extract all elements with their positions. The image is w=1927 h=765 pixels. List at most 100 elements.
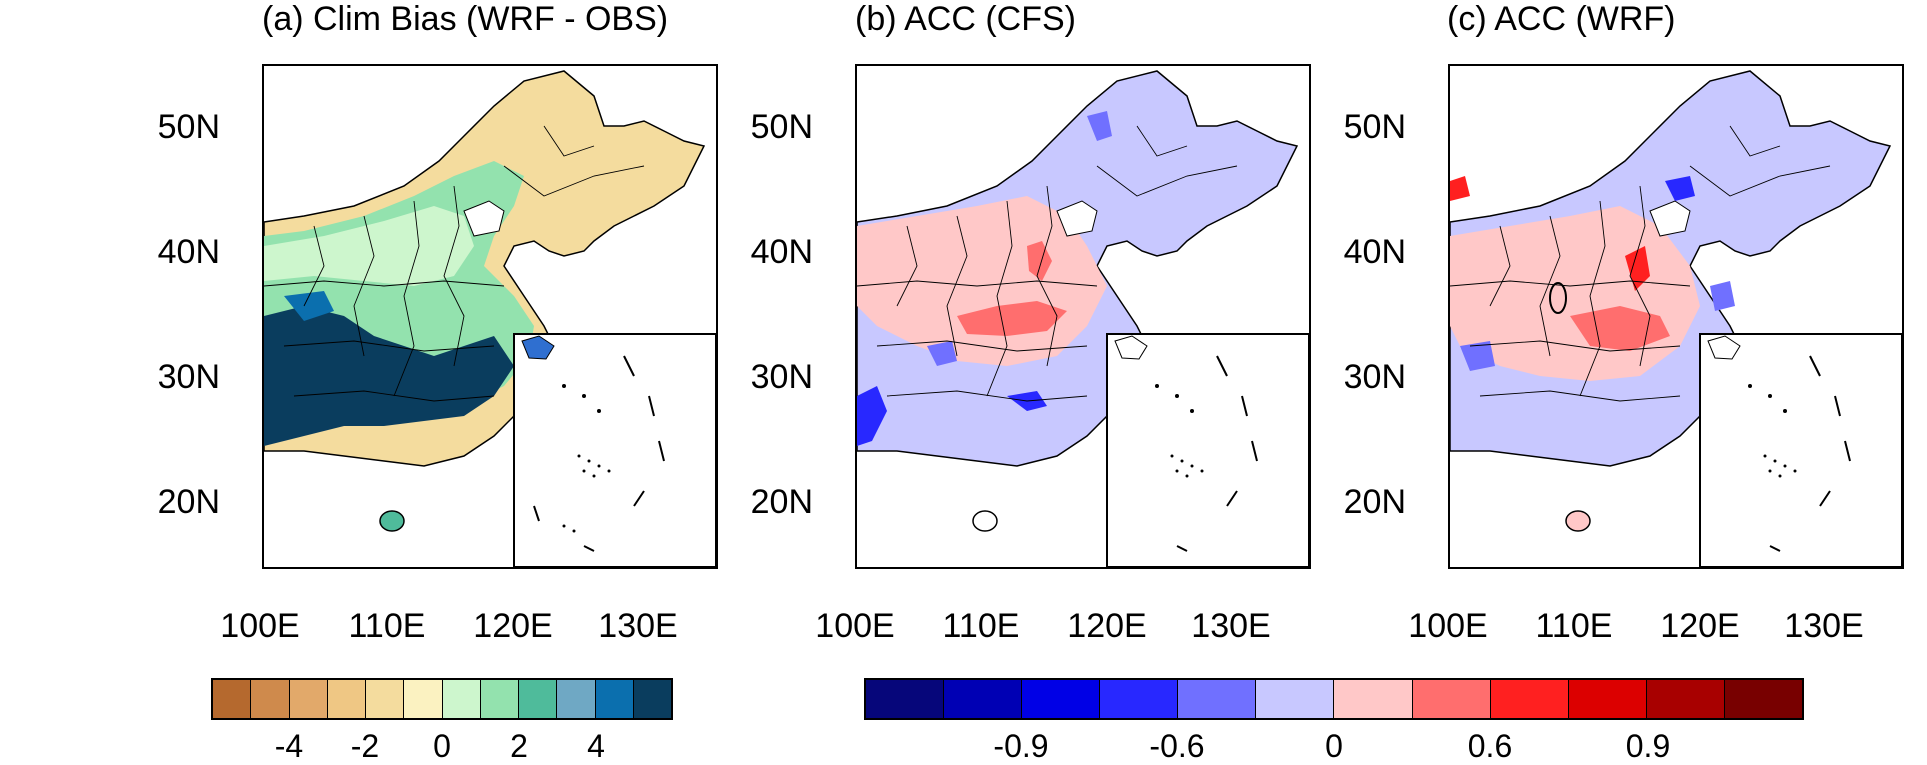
lon-label-110e: 110E [942,607,1020,645]
colorbar-bias-label: -2 [350,728,380,764]
nine-dash-line [1769,355,1851,552]
inset-coast [1114,335,1148,360]
colorbar-swatch [1178,680,1257,718]
bias-strong-positive [264,306,514,446]
lat-label-20n: 20N [750,483,813,521]
colorbar-swatch [633,680,671,718]
bohai-sea [463,200,505,237]
colorbar-bias-label: 4 [587,728,605,764]
lon-label-100e: 100E [220,607,300,645]
acc-negative-light [927,341,957,366]
lon-label-130e: 130E [598,607,678,645]
panel-b-title: (b) ACC (CFS) [855,0,1076,38]
colorbar-acc-label: 0.6 [1467,728,1513,764]
lon-label-100e: 100E [1408,607,1488,645]
bias-mid-blue [284,291,334,321]
colorbar-swatch [327,680,366,718]
colorbar-swatch [442,680,481,718]
province-boundaries [264,125,645,402]
colorbar-swatch [251,680,290,718]
colorbar-swatch [480,680,519,718]
colorbar-bias-label: 2 [510,728,528,764]
acc-negative-ne [1665,176,1695,201]
map-c-svg [1450,70,1902,567]
lon-label-120e: 120E [473,607,553,645]
colorbar-swatch [519,680,558,718]
acc-negative-mid [1710,281,1735,311]
hainan-island [379,510,405,532]
colorbar-bias-label: 0 [433,728,451,764]
lat-label-30n: 30N [157,358,220,396]
panel-a-title: (a) Clim Bias (WRF - OBS) [262,0,669,38]
inset-south-china-sea [1699,333,1902,567]
acc-negative-light [1460,341,1495,371]
inset-south-china-sea [513,333,716,567]
colorbar-bias [211,678,673,720]
lat-label-40n: 40N [157,233,220,271]
lat-label-50n: 50N [157,108,220,146]
colorbar-swatch [366,680,405,718]
acc-positive-strong-2 [1027,241,1052,281]
panel-c-title: (c) ACC (WRF) [1447,0,1676,38]
lat-label-40n: 40N [750,233,813,271]
nine-dash-line [1176,355,1258,552]
lon-label-130e: 130E [1191,607,1271,645]
colorbar-swatch [1334,680,1413,718]
inset-coast [521,335,555,360]
colorbar-swatch [404,680,443,718]
colorbar-swatch [1256,680,1335,718]
map-panel-a [262,64,718,569]
colorbar-swatch [1724,680,1802,718]
acc-positive-strong-2 [1625,246,1650,291]
lon-label-120e: 120E [1067,607,1147,645]
bias-light-green [264,206,474,286]
map-panel-b [855,64,1311,569]
colorbar-swatch [595,680,634,718]
colorbar-acc-label: -0.6 [1149,728,1205,764]
bohai-sea [1649,200,1691,237]
colorbar-swatch [866,680,945,718]
inset-islands [1155,384,1204,478]
colorbar-swatch [1490,680,1569,718]
acc-negative-ne [1087,111,1112,141]
lon-label-130e: 130E [1784,607,1864,645]
colorbar-acc [864,678,1804,720]
map-a-svg [264,70,716,567]
hainan-island [1565,510,1591,532]
colorbar-swatch [1100,680,1179,718]
colorbar-swatch [944,680,1023,718]
colorbar-acc-label: -0.9 [993,728,1049,764]
bohai-sea [1056,200,1098,237]
lat-label-30n: 30N [1343,358,1406,396]
colorbar-swatch [1022,680,1101,718]
acc-positive-strong [957,301,1067,336]
lat-label-50n: 50N [1343,108,1406,146]
inset-islands [1748,384,1797,478]
lon-label-100e: 100E [815,607,895,645]
nine-dash-line [533,355,665,552]
lat-label-20n: 20N [1343,483,1406,521]
map-b-svg [857,70,1309,567]
colorbar-acc-label: 0.9 [1625,728,1671,764]
colorbar-bias-label: -4 [274,728,304,764]
contour-loop [1549,282,1567,314]
colorbar-swatch [289,680,328,718]
map-panel-c [1448,64,1904,569]
lon-label-110e: 110E [1535,607,1613,645]
inset-islands [562,384,611,533]
colorbar-swatch [1646,680,1725,718]
colorbar-acc-label: 0 [1325,728,1343,764]
colorbar-swatch [213,680,252,718]
lat-label-30n: 30N [750,358,813,396]
inset-south-china-sea [1106,333,1309,567]
hainan-island [972,510,998,532]
lat-label-50n: 50N [750,108,813,146]
province-boundaries [857,125,1238,402]
colorbar-swatch [557,680,596,718]
lon-label-120e: 120E [1660,607,1740,645]
inset-coast [1707,335,1741,360]
colorbar-swatch [1568,680,1647,718]
province-boundaries [1450,125,1831,402]
colorbar-swatch [1412,680,1491,718]
lat-label-20n: 20N [157,483,220,521]
